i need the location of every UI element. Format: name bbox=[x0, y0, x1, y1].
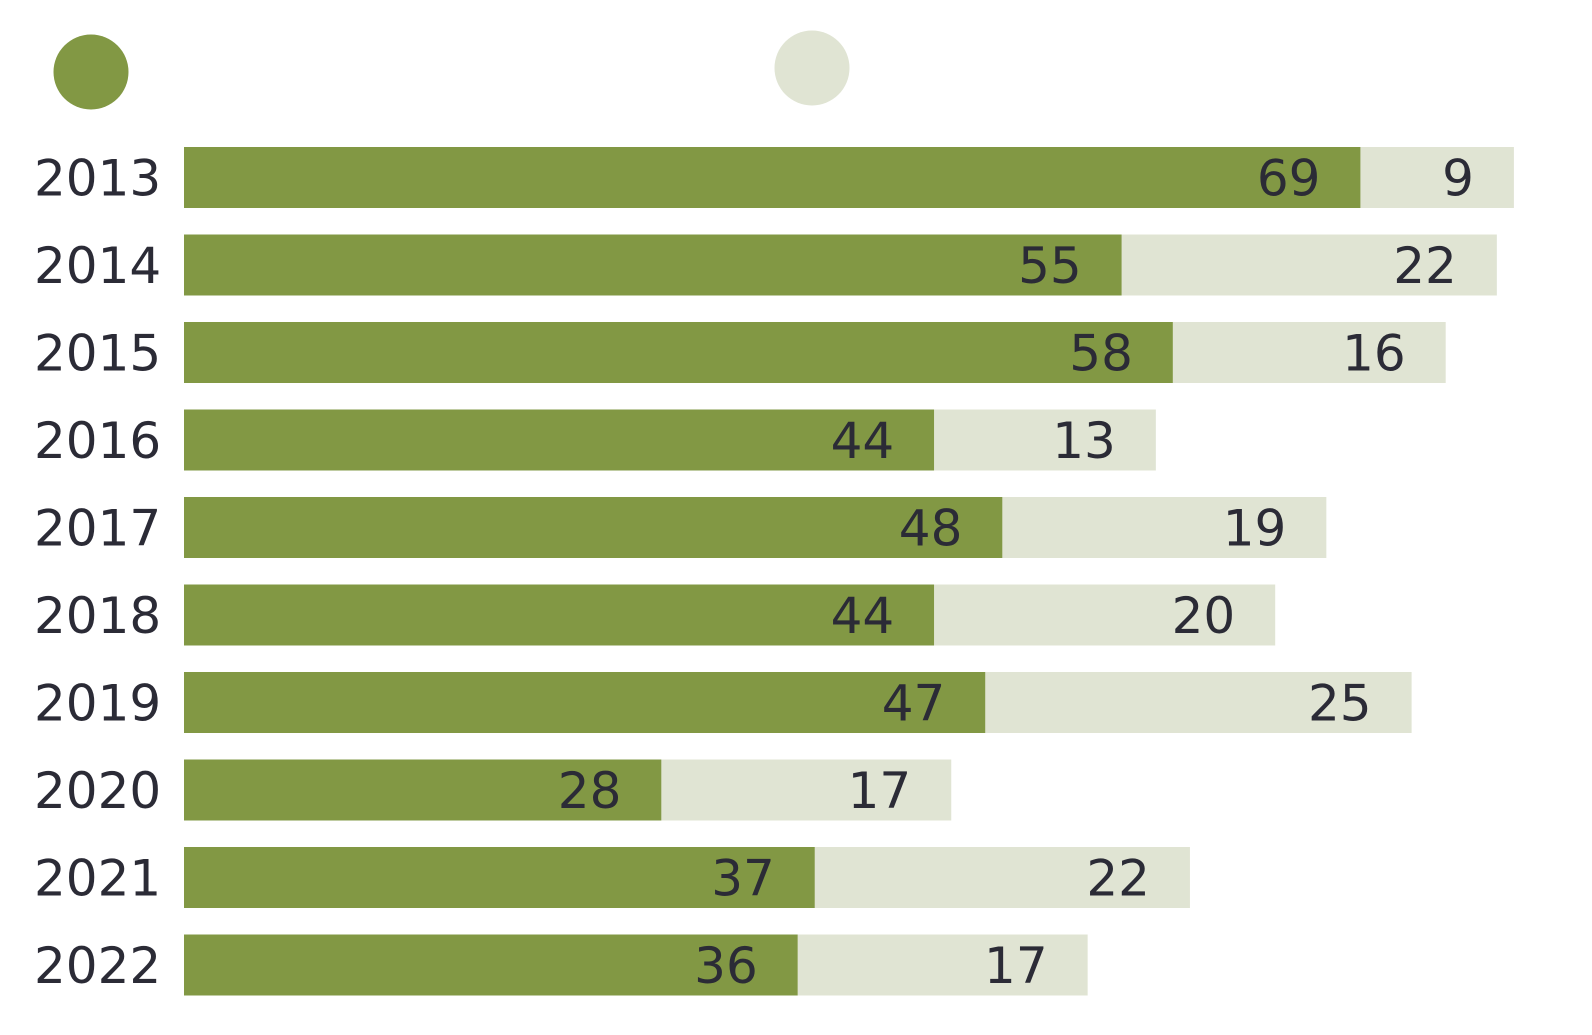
data-label-series-1: 36 bbox=[694, 937, 758, 995]
data-labels: 69 9 55 22 58 16 44 13 48 19 44 20 47 25 28 17 37 22 36 17 bbox=[558, 150, 1474, 996]
bar-segment-series-1 bbox=[184, 847, 815, 908]
data-label-series-2: 16 bbox=[1342, 325, 1406, 383]
data-label-series-2: 25 bbox=[1308, 675, 1372, 733]
data-label-series-2: 17 bbox=[984, 937, 1048, 995]
bar-segment-series-2 bbox=[1121, 234, 1497, 296]
bar-segment-series-2 bbox=[797, 934, 1088, 996]
data-label-series-2: 13 bbox=[1052, 412, 1116, 470]
legend-marker-series-2 bbox=[774, 30, 850, 106]
category-label: 2014 bbox=[34, 237, 161, 295]
data-label-series-2: 20 bbox=[1172, 587, 1236, 645]
bar-segment-series-1 bbox=[184, 234, 1122, 296]
category-label: 2019 bbox=[34, 675, 161, 733]
data-label-series-1: 58 bbox=[1069, 325, 1133, 383]
data-label-series-1: 55 bbox=[1018, 237, 1082, 295]
bar-segment-series-2 bbox=[934, 584, 1276, 646]
data-label-series-1: 28 bbox=[558, 762, 622, 820]
data-label-series-2: 22 bbox=[1393, 237, 1457, 295]
legend bbox=[53, 30, 850, 110]
category-label: 2020 bbox=[34, 762, 161, 820]
bar-segment-series-2 bbox=[1172, 322, 1446, 383]
data-label-series-2: 22 bbox=[1086, 850, 1150, 908]
category-label: 2013 bbox=[34, 150, 161, 208]
bar-segment-series-1 bbox=[184, 147, 1361, 208]
data-label-series-1: 69 bbox=[1257, 150, 1321, 208]
bar-segment-series-2 bbox=[1360, 147, 1514, 208]
bar-segment-series-2 bbox=[814, 847, 1190, 908]
data-label-series-1: 37 bbox=[711, 850, 775, 908]
bar-segment-series-1 bbox=[184, 672, 986, 733]
data-label-series-2: 19 bbox=[1223, 500, 1287, 558]
bar-segment-series-1 bbox=[184, 934, 798, 996]
bar-segment-series-1 bbox=[184, 759, 662, 821]
bars bbox=[184, 147, 1514, 996]
bar-segment-series-2 bbox=[1002, 497, 1327, 558]
data-label-series-1: 47 bbox=[882, 675, 946, 733]
bar-segment-series-1 bbox=[184, 497, 1003, 558]
data-label-series-1: 48 bbox=[899, 500, 963, 558]
bar-segment-series-1 bbox=[184, 584, 935, 646]
category-label: 2017 bbox=[34, 500, 161, 558]
bar-segment-series-2 bbox=[661, 759, 952, 821]
legend-marker-series-1 bbox=[53, 34, 129, 110]
category-axis-labels: 2013 2014 2015 2016 2017 2018 2019 2020 2021 2022 bbox=[34, 150, 161, 996]
category-label: 2015 bbox=[34, 325, 161, 383]
bar-segment-series-1 bbox=[184, 409, 935, 471]
data-label-series-1: 44 bbox=[831, 587, 895, 645]
category-label: 2022 bbox=[34, 937, 161, 995]
data-label-series-1: 44 bbox=[831, 412, 895, 470]
bar-segment-series-2 bbox=[985, 672, 1412, 733]
category-label: 2021 bbox=[34, 850, 161, 908]
bar-segment-series-1 bbox=[184, 322, 1173, 383]
data-label-series-2: 9 bbox=[1442, 150, 1474, 208]
bar-segment-series-2 bbox=[934, 409, 1156, 471]
category-label: 2018 bbox=[34, 587, 161, 645]
data-label-series-2: 17 bbox=[848, 762, 912, 820]
category-label: 2016 bbox=[34, 412, 161, 470]
